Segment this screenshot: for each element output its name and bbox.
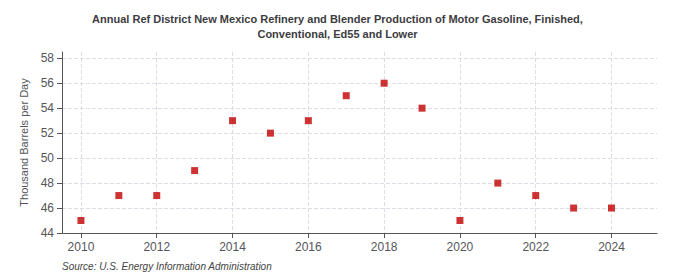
svg-text:Source: U.S. Energy Informatio: Source: U.S. Energy Information Administ… [62,261,272,272]
svg-text:44: 44 [41,226,55,240]
svg-text:48: 48 [41,176,55,190]
svg-text:54: 54 [41,101,55,115]
svg-text:2020: 2020 [447,240,474,254]
svg-text:46: 46 [41,201,55,215]
svg-text:2018: 2018 [371,240,398,254]
svg-text:58: 58 [41,51,55,65]
svg-text:2010: 2010 [68,240,95,254]
svg-text:Annual Ref District New Mexico: Annual Ref District New Mexico Refinery … [92,13,583,25]
svg-text:50: 50 [41,151,55,165]
svg-text:56: 56 [41,76,55,90]
svg-text:2016: 2016 [295,240,322,254]
svg-text:Thousand Barrels per Day: Thousand Barrels per Day [18,78,30,207]
svg-text:52: 52 [41,126,55,140]
svg-text:2024: 2024 [598,240,625,254]
svg-text:2014: 2014 [219,240,246,254]
svg-text:2012: 2012 [143,240,170,254]
svg-text:2022: 2022 [522,240,549,254]
svg-text:Conventional, Ed55 and Lower: Conventional, Ed55 and Lower [257,28,418,40]
